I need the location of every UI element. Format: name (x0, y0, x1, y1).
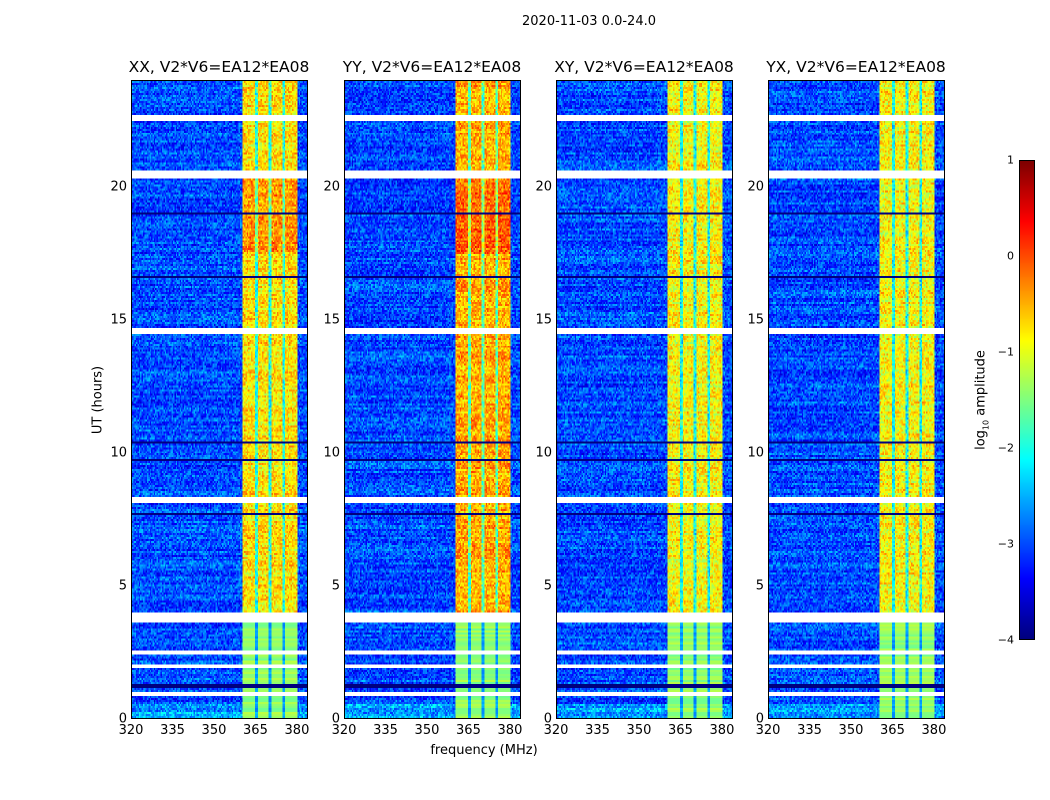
colorbar-label: log10 amplitude (973, 350, 991, 450)
x-tick-label: 380 (497, 723, 523, 738)
x-tick-label: 380 (284, 723, 310, 738)
x-tick-label: 320 (331, 723, 357, 738)
y-tick-label: 0 (118, 711, 127, 727)
panel-title: XX, V2*V6=EA12*EA08 (128, 58, 310, 76)
y-tick-label: 0 (331, 711, 340, 727)
x-tick-label: 335 (373, 723, 398, 738)
y-tick-label: 20 (535, 179, 552, 194)
colorbar-tick-label: −1 (997, 345, 1014, 359)
y-tick-label: 5 (755, 578, 764, 594)
heatmap-panel (768, 80, 945, 719)
colorbar (1019, 160, 1035, 640)
y-tick-label: 5 (543, 578, 552, 594)
y-tick-label: 15 (747, 312, 764, 328)
figure-title: 2020-11-03 0.0-24.0 (522, 14, 656, 29)
y-tick-label: 0 (543, 711, 552, 727)
x-tick-label: 335 (585, 723, 610, 738)
y-tick-label: 5 (118, 578, 127, 594)
x-tick-label: 350 (838, 723, 864, 738)
y-tick-label: 10 (323, 445, 340, 461)
x-tick-label: 350 (201, 723, 227, 738)
y-axis-label: UT (hours) (90, 365, 106, 435)
y-tick-label: 0 (755, 711, 764, 727)
colorbar-tick-label: −3 (997, 537, 1014, 551)
y-tick-label: 15 (535, 312, 552, 328)
heatmap-image (345, 81, 520, 718)
heatmap-image (769, 81, 944, 718)
x-tick-label: 365 (243, 723, 268, 738)
x-tick-label: 365 (456, 723, 481, 738)
heatmap-panel (556, 80, 733, 719)
y-tick-label: 10 (110, 445, 127, 461)
x-tick-label: 320 (543, 723, 569, 738)
colorbar-tick-label: −2 (997, 441, 1014, 455)
heatmap-panel (344, 80, 521, 719)
x-tick-label: 365 (668, 723, 693, 738)
x-tick-label: 335 (797, 723, 822, 738)
y-tick-label: 20 (110, 179, 127, 194)
heatmap-image (557, 81, 732, 718)
y-tick-label: 5 (331, 578, 340, 594)
heatmap-panel (131, 80, 308, 719)
x-tick-label: 365 (880, 723, 905, 738)
y-tick-label: 15 (323, 312, 340, 328)
x-tick-label: 350 (626, 723, 652, 738)
y-tick-label: 20 (323, 179, 340, 194)
colorbar-tick-label: 0 (1007, 249, 1014, 263)
y-tick-label: 15 (110, 312, 127, 328)
x-tick-label: 335 (160, 723, 185, 738)
x-tick-label: 320 (755, 723, 781, 738)
colorbar-tick-label: −4 (997, 633, 1014, 647)
x-axis-label: frequency (MHz) (430, 743, 538, 758)
colorbar-tick-label: 1 (1007, 153, 1014, 167)
y-tick-label: 10 (535, 445, 552, 461)
heatmap-image (132, 81, 307, 718)
panel-title: YY, V2*V6=EA12*EA08 (342, 58, 522, 76)
y-tick-label: 10 (747, 445, 764, 461)
x-tick-label: 380 (709, 723, 735, 738)
x-tick-label: 320 (118, 723, 144, 738)
y-tick-label: 20 (747, 179, 764, 194)
panel-title: XY, V2*V6=EA12*EA08 (554, 58, 734, 76)
panel-title: YX, V2*V6=EA12*EA08 (766, 58, 946, 76)
x-tick-label: 380 (921, 723, 947, 738)
x-tick-label: 350 (414, 723, 440, 738)
